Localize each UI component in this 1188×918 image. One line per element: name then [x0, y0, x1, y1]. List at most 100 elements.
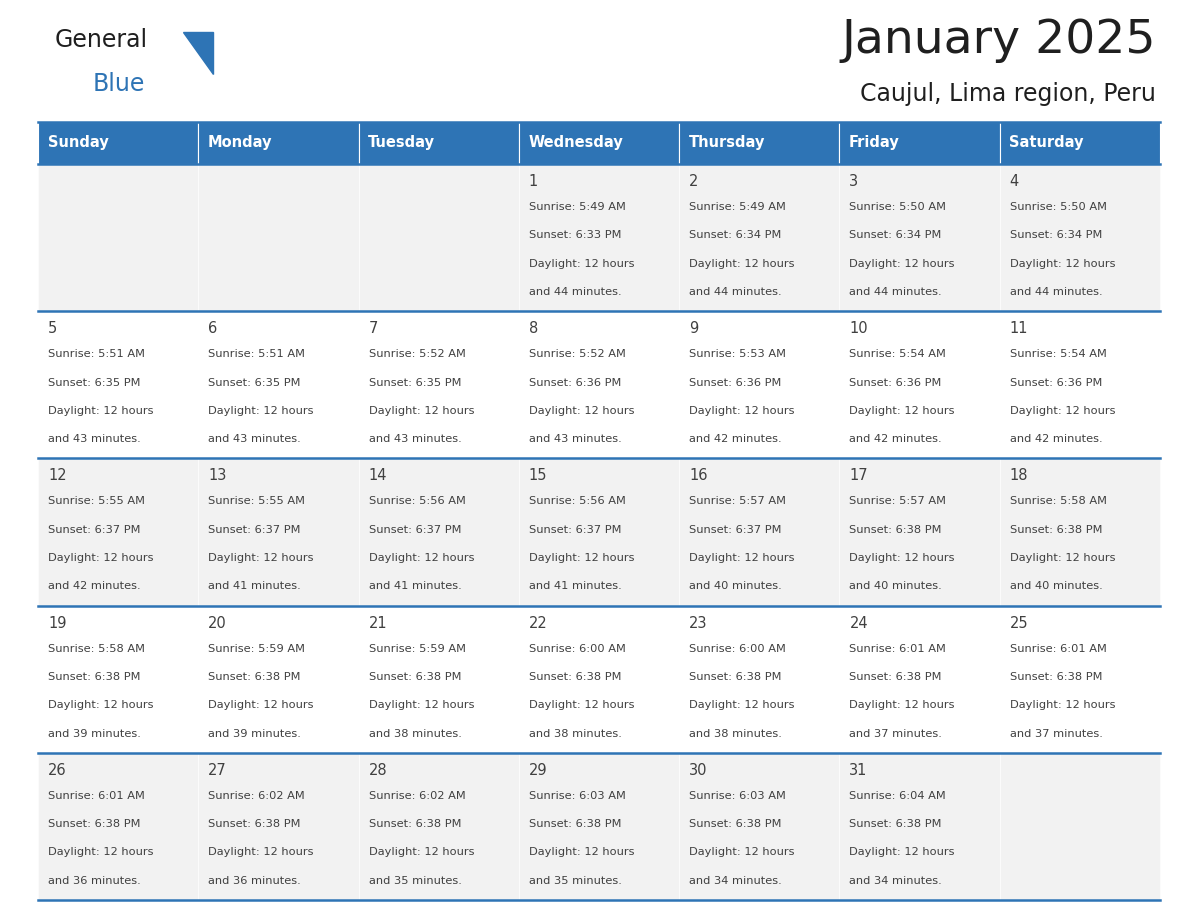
Text: Sunset: 6:38 PM: Sunset: 6:38 PM [368, 672, 461, 682]
FancyBboxPatch shape [38, 606, 198, 753]
FancyBboxPatch shape [198, 311, 359, 458]
Text: Daylight: 12 hours: Daylight: 12 hours [48, 406, 153, 416]
Text: and 38 minutes.: and 38 minutes. [689, 729, 782, 738]
Text: Sunset: 6:37 PM: Sunset: 6:37 PM [689, 525, 782, 534]
Text: 1: 1 [529, 174, 538, 189]
Text: and 44 minutes.: and 44 minutes. [1010, 287, 1102, 297]
Text: Sunset: 6:35 PM: Sunset: 6:35 PM [48, 377, 140, 387]
Text: Daylight: 12 hours: Daylight: 12 hours [689, 406, 795, 416]
Text: Sunrise: 5:57 AM: Sunrise: 5:57 AM [849, 497, 947, 507]
Text: Daylight: 12 hours: Daylight: 12 hours [849, 847, 955, 857]
Text: 10: 10 [849, 321, 868, 336]
Text: Daylight: 12 hours: Daylight: 12 hours [368, 847, 474, 857]
Text: and 36 minutes.: and 36 minutes. [48, 876, 140, 886]
Text: and 40 minutes.: and 40 minutes. [1010, 581, 1102, 591]
Text: Sunrise: 5:54 AM: Sunrise: 5:54 AM [1010, 349, 1106, 359]
Text: Thursday: Thursday [689, 136, 765, 151]
Text: 2: 2 [689, 174, 699, 189]
Text: Sunset: 6:38 PM: Sunset: 6:38 PM [529, 819, 621, 829]
Text: Sunrise: 5:51 AM: Sunrise: 5:51 AM [208, 349, 305, 359]
Text: 27: 27 [208, 763, 227, 778]
Text: 29: 29 [529, 763, 548, 778]
FancyBboxPatch shape [359, 753, 519, 900]
Text: Sunset: 6:34 PM: Sunset: 6:34 PM [849, 230, 942, 241]
Text: Sunset: 6:36 PM: Sunset: 6:36 PM [689, 377, 782, 387]
FancyBboxPatch shape [519, 753, 680, 900]
Text: 28: 28 [368, 763, 387, 778]
FancyBboxPatch shape [1000, 753, 1159, 900]
Text: Daylight: 12 hours: Daylight: 12 hours [208, 700, 314, 711]
Text: Sunset: 6:38 PM: Sunset: 6:38 PM [849, 672, 942, 682]
FancyBboxPatch shape [680, 311, 840, 458]
Text: Sunset: 6:33 PM: Sunset: 6:33 PM [529, 230, 621, 241]
Text: Daylight: 12 hours: Daylight: 12 hours [689, 259, 795, 269]
Text: Sunset: 6:38 PM: Sunset: 6:38 PM [48, 672, 140, 682]
Text: Daylight: 12 hours: Daylight: 12 hours [849, 406, 955, 416]
Text: January 2025: January 2025 [841, 18, 1156, 63]
Text: Sunset: 6:38 PM: Sunset: 6:38 PM [48, 819, 140, 829]
Text: Sunrise: 5:55 AM: Sunrise: 5:55 AM [48, 497, 145, 507]
Text: 24: 24 [849, 616, 868, 631]
FancyBboxPatch shape [359, 311, 519, 458]
Text: Blue: Blue [93, 72, 145, 96]
Text: and 43 minutes.: and 43 minutes. [208, 434, 301, 444]
Text: Sunrise: 5:51 AM: Sunrise: 5:51 AM [48, 349, 145, 359]
FancyBboxPatch shape [680, 458, 840, 606]
Text: Sunrise: 6:04 AM: Sunrise: 6:04 AM [849, 790, 946, 800]
Text: Daylight: 12 hours: Daylight: 12 hours [368, 553, 474, 563]
Text: Daylight: 12 hours: Daylight: 12 hours [48, 553, 153, 563]
FancyBboxPatch shape [1000, 458, 1159, 606]
Text: Daylight: 12 hours: Daylight: 12 hours [368, 406, 474, 416]
Text: and 34 minutes.: and 34 minutes. [689, 876, 782, 886]
Text: Sunset: 6:37 PM: Sunset: 6:37 PM [208, 525, 301, 534]
Text: Sunset: 6:34 PM: Sunset: 6:34 PM [689, 230, 782, 241]
Text: 18: 18 [1010, 468, 1029, 484]
Text: 21: 21 [368, 616, 387, 631]
Text: Sunday: Sunday [48, 136, 108, 151]
Text: 11: 11 [1010, 321, 1029, 336]
Text: Daylight: 12 hours: Daylight: 12 hours [208, 406, 314, 416]
Text: and 43 minutes.: and 43 minutes. [368, 434, 461, 444]
Text: 16: 16 [689, 468, 708, 484]
Text: Sunset: 6:36 PM: Sunset: 6:36 PM [1010, 377, 1102, 387]
Text: 12: 12 [48, 468, 67, 484]
Text: and 40 minutes.: and 40 minutes. [849, 581, 942, 591]
Text: Sunrise: 5:52 AM: Sunrise: 5:52 AM [529, 349, 626, 359]
Text: 14: 14 [368, 468, 387, 484]
Text: Sunrise: 5:52 AM: Sunrise: 5:52 AM [368, 349, 466, 359]
FancyBboxPatch shape [38, 458, 198, 606]
Text: Sunrise: 5:49 AM: Sunrise: 5:49 AM [529, 202, 626, 212]
Text: Daylight: 12 hours: Daylight: 12 hours [48, 847, 153, 857]
FancyBboxPatch shape [1000, 311, 1159, 458]
FancyBboxPatch shape [680, 122, 840, 164]
Text: and 39 minutes.: and 39 minutes. [48, 729, 141, 738]
Polygon shape [183, 32, 213, 74]
Text: and 44 minutes.: and 44 minutes. [529, 287, 621, 297]
Text: and 35 minutes.: and 35 minutes. [529, 876, 621, 886]
Text: 15: 15 [529, 468, 548, 484]
Text: Daylight: 12 hours: Daylight: 12 hours [368, 700, 474, 711]
Text: Sunrise: 5:59 AM: Sunrise: 5:59 AM [368, 644, 466, 654]
FancyBboxPatch shape [198, 122, 359, 164]
Text: and 42 minutes.: and 42 minutes. [1010, 434, 1102, 444]
Text: and 41 minutes.: and 41 minutes. [368, 581, 461, 591]
Text: 31: 31 [849, 763, 867, 778]
Text: and 40 minutes.: and 40 minutes. [689, 581, 782, 591]
Text: Daylight: 12 hours: Daylight: 12 hours [689, 847, 795, 857]
Text: Sunrise: 5:55 AM: Sunrise: 5:55 AM [208, 497, 305, 507]
FancyBboxPatch shape [680, 606, 840, 753]
Text: Sunrise: 5:56 AM: Sunrise: 5:56 AM [368, 497, 466, 507]
Text: Sunrise: 6:01 AM: Sunrise: 6:01 AM [1010, 644, 1106, 654]
Text: and 37 minutes.: and 37 minutes. [1010, 729, 1102, 738]
Text: Daylight: 12 hours: Daylight: 12 hours [529, 553, 634, 563]
Text: Sunset: 6:34 PM: Sunset: 6:34 PM [1010, 230, 1102, 241]
Text: Sunset: 6:38 PM: Sunset: 6:38 PM [208, 672, 301, 682]
FancyBboxPatch shape [680, 164, 840, 311]
Text: Sunset: 6:38 PM: Sunset: 6:38 PM [849, 525, 942, 534]
Text: Sunrise: 6:02 AM: Sunrise: 6:02 AM [368, 790, 466, 800]
Text: Sunrise: 6:01 AM: Sunrise: 6:01 AM [849, 644, 947, 654]
Text: Sunset: 6:38 PM: Sunset: 6:38 PM [1010, 672, 1102, 682]
Text: Sunset: 6:38 PM: Sunset: 6:38 PM [208, 819, 301, 829]
Text: Daylight: 12 hours: Daylight: 12 hours [208, 847, 314, 857]
FancyBboxPatch shape [680, 753, 840, 900]
